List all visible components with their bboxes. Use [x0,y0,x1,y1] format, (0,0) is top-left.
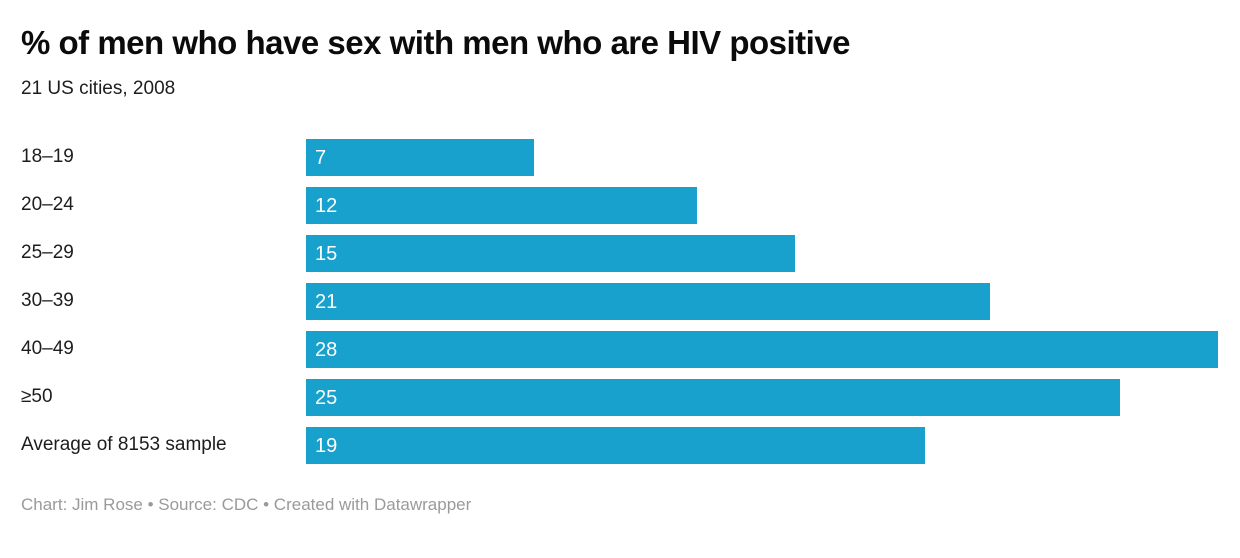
category-label: Average of 8153 sample [21,434,227,456]
bar-track: 15 [306,230,1218,278]
bar-track: 25 [306,374,1218,422]
bar: 15 [306,235,795,273]
bar-row: ≥50 25 [21,374,1218,422]
bar-value-label: 15 [315,242,338,265]
bar-track: 19 [306,422,1218,470]
bar-value-label: 25 [315,386,338,409]
category-label: 20–24 [21,194,74,216]
bar: 12 [306,187,697,225]
bar-value-label: 19 [315,434,338,457]
category-label: ≥50 [21,386,53,408]
bar-row: 40–49 28 [21,326,1218,374]
bar-row: Average of 8153 sample 19 [21,422,1218,470]
bar-value-label: 28 [315,338,338,361]
bar-value-label: 7 [315,146,327,169]
bar-row: 20–24 12 [21,182,1218,230]
bar-row: 18–19 7 [21,134,1218,182]
category-label: 40–49 [21,338,74,360]
bar-row: 25–29 15 [21,230,1218,278]
bar: 19 [306,427,925,465]
chart-footer-attribution: Chart: Jim Rose • Source: CDC • Created … [21,494,472,514]
bar-track: 21 [306,278,1218,326]
bar-value-label: 21 [315,290,338,313]
bar-chart-plot-area: 18–19 7 20–24 12 25–29 15 30–39 21 40–49 28 ≥50 25 A… [21,134,1218,470]
bar-track: 7 [306,134,1218,182]
category-label: 25–29 [21,242,74,264]
category-label: 30–39 [21,290,74,312]
bar: 21 [306,283,990,321]
bar: 7 [306,139,534,177]
bar-row: 30–39 21 [21,278,1218,326]
bar-value-label: 12 [315,194,338,217]
category-label: 18–19 [21,146,74,168]
bar: 25 [306,379,1121,417]
bar: 28 [306,331,1218,369]
bar-track: 12 [306,182,1218,230]
chart-title: % of men who have sex with men who are H… [21,24,851,61]
chart-subtitle: 21 US cities, 2008 [21,77,176,99]
bar-track: 28 [306,326,1218,374]
